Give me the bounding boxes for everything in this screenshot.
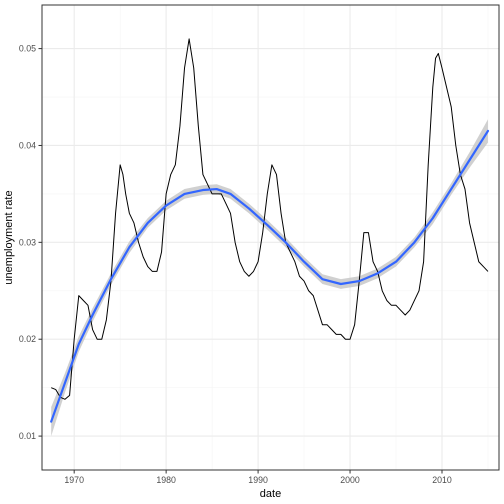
y-tick-label: 0.03 xyxy=(19,237,36,247)
panel-border xyxy=(41,4,500,471)
x-axis-ticks xyxy=(73,470,443,474)
y-axis-tick-labels: 0.01 0.02 0.03 0.04 0.05 xyxy=(19,44,36,442)
y-axis-ticks xyxy=(38,48,42,437)
plot-panel xyxy=(41,4,500,471)
y-tick-label: 0.01 xyxy=(19,431,36,441)
smooth-series-layer xyxy=(50,129,490,423)
raw-series-line xyxy=(51,38,489,400)
x-axis-tick-labels: 1970 1980 1990 2000 2010 xyxy=(64,475,451,485)
x-tick-label: 2010 xyxy=(432,475,452,485)
y-axis: 0.01 0.02 0.03 0.04 0.05 unemployment ra… xyxy=(3,44,42,442)
x-axis-title: date xyxy=(260,488,281,500)
y-tick-label: 0.04 xyxy=(19,140,36,150)
panel-background xyxy=(42,5,499,470)
x-tick-label: 1990 xyxy=(248,475,268,485)
x-axis: 1970 1980 1990 2000 2010 date xyxy=(64,470,452,500)
smooth-series-line xyxy=(50,129,490,423)
raw-series-layer xyxy=(51,38,489,400)
x-tick-label: 1970 xyxy=(64,475,84,485)
minor-gridlines xyxy=(42,5,499,470)
x-tick-label: 2000 xyxy=(340,475,360,485)
major-gridlines xyxy=(42,5,499,470)
y-tick-label: 0.05 xyxy=(19,44,36,54)
y-tick-label: 0.02 xyxy=(19,334,36,344)
y-axis-title: unemployment rate xyxy=(3,190,15,284)
x-tick-label: 1980 xyxy=(156,475,176,485)
